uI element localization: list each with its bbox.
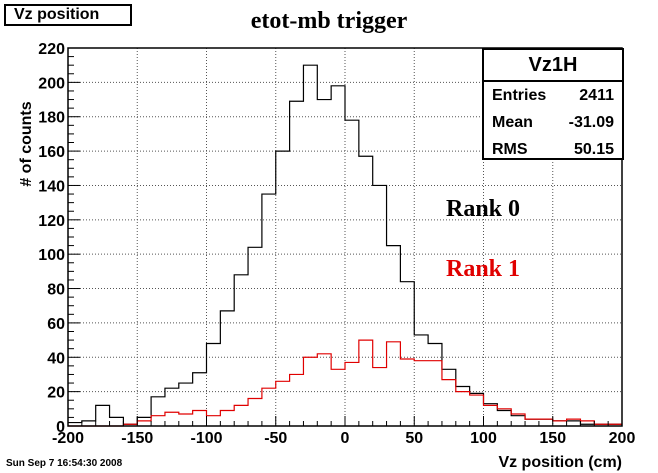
mean-value: -31.09 (568, 114, 614, 131)
x-tick-label: 0 (341, 430, 350, 447)
series-1-line (68, 339, 622, 427)
series-0-line (68, 64, 622, 425)
rank-1-annotation: Rank 1 (446, 256, 521, 282)
stats-title: Vz1H (484, 50, 622, 82)
y-tick-label: 200 (38, 75, 65, 92)
stats-box: Vz1H Entries 2411 Mean -31.09 RMS 50.15 (482, 48, 624, 160)
histogram-series (68, 64, 622, 427)
y-tick-label: 220 (38, 41, 65, 58)
x-axis-label: Vz position (cm) (498, 454, 622, 471)
x-tick-label: 200 (609, 430, 636, 447)
y-axis-label: # of counts (18, 101, 35, 186)
rank-0-annotation: Rank 0 (446, 196, 521, 222)
x-tick-label: -100 (190, 430, 222, 447)
x-tick-label: 50 (405, 430, 423, 447)
timestamp: Sun Sep 7 16:54:30 2008 (6, 458, 123, 469)
x-tick-label: 150 (539, 430, 566, 447)
y-tick-label: 40 (47, 350, 65, 367)
y-tick-label: 180 (38, 110, 65, 127)
x-tick-label: -200 (52, 430, 84, 447)
y-tick-label: 60 (47, 316, 65, 333)
x-tick-label: -50 (264, 430, 287, 447)
rms-value: 50.15 (573, 141, 614, 158)
y-tick-label: 0 (56, 419, 65, 436)
y-tick-label: 140 (38, 178, 65, 195)
x-tick-label: 100 (470, 430, 497, 447)
y-tick-label: 80 (47, 282, 65, 299)
histogram-name-box: Vz position (4, 4, 132, 26)
y-tick-label: 160 (38, 144, 65, 161)
y-tick-label: 120 (38, 213, 65, 230)
rms-label: RMS (492, 141, 528, 158)
stats-row-entries: Entries 2411 (484, 82, 622, 109)
entries-value: 2411 (579, 87, 614, 104)
axis-ticks (67, 47, 623, 427)
stats-row-rms: RMS 50.15 (484, 136, 622, 163)
chart-title: etot-mb trigger (250, 8, 408, 34)
x-tick-label: -150 (121, 430, 153, 447)
tick-labels: -200 -150 -100 -50 0 50 100 150 200 0 20 40 60 80 100 1… (38, 41, 635, 447)
y-tick-label: 100 (38, 247, 65, 264)
stats-row-mean: Mean -31.09 (484, 109, 622, 136)
mean-label: Mean (492, 114, 533, 131)
y-tick-label: 20 (47, 385, 65, 402)
entries-label: Entries (492, 87, 547, 104)
